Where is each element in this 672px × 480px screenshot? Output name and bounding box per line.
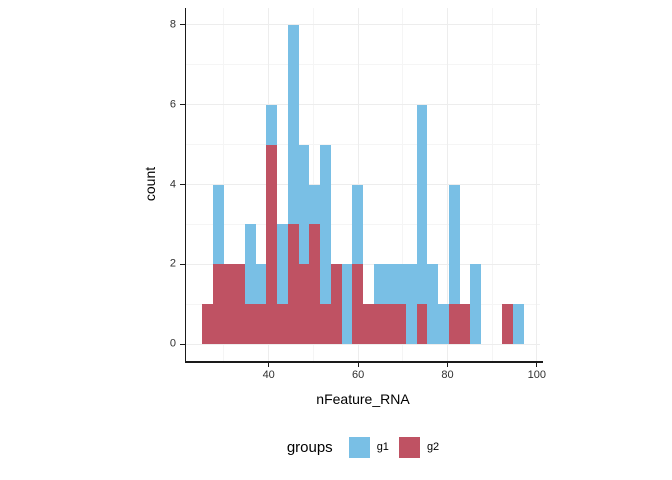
- histogram-bar-g1: [438, 304, 449, 345]
- histogram-bar-g2: [352, 264, 363, 345]
- y-axis-line: [184, 8, 186, 363]
- legend-swatch-g2: [398, 436, 420, 458]
- histogram-bar-g1: [352, 184, 363, 265]
- y-axis-title: count: [142, 166, 158, 202]
- histogram-bar-g2: [245, 304, 256, 345]
- y-tick-mark: [180, 104, 185, 106]
- y-minor-gridline: [186, 64, 540, 66]
- legend-swatch-g1: [348, 436, 370, 458]
- legend-key-g1: g1: [348, 436, 389, 458]
- histogram-bar-g2: [416, 304, 428, 345]
- histogram-bar-g1: [245, 224, 256, 305]
- histogram-bar-g2: [395, 304, 406, 345]
- x-tick-mark: [446, 362, 448, 367]
- y-minor-gridline: [186, 144, 540, 146]
- histogram-bar-g2: [448, 304, 460, 345]
- legend: groups g1 g2: [186, 433, 540, 461]
- histogram-bar-g2: [266, 144, 278, 345]
- histogram-bar-g1: [287, 24, 299, 225]
- x-axis-title: nFeature_RNA: [316, 391, 410, 407]
- y-tick-label: 4: [169, 178, 176, 190]
- x-axis-line: [184, 361, 543, 363]
- y-tick-mark: [180, 184, 185, 185]
- histogram-bar-g2: [330, 264, 342, 345]
- histogram-bar-g1: [405, 264, 417, 345]
- x-tick-mark: [536, 362, 538, 367]
- histogram-bar-g1: [427, 264, 439, 345]
- histogram-bar-g1: [470, 264, 481, 345]
- x-tick-label: 60: [351, 369, 365, 381]
- histogram-bar-g1: [212, 184, 224, 265]
- x-tick-mark: [268, 362, 270, 367]
- y-major-gridline: [186, 104, 540, 106]
- legend-title: groups: [286, 438, 333, 456]
- legend-label: g1: [376, 441, 389, 453]
- y-tick-label: 8: [169, 18, 176, 31]
- y-major-gridline: [186, 263, 540, 265]
- histogram-bar-g2: [384, 304, 396, 345]
- y-major-gridline: [186, 184, 540, 185]
- histogram-bar-g2: [373, 304, 385, 345]
- histogram-bar-g2: [223, 264, 235, 345]
- histogram-bar-g1: [513, 304, 524, 345]
- y-tick-label: 6: [169, 98, 176, 111]
- histogram-bar-g1: [320, 144, 331, 305]
- histogram-bar-g2: [502, 304, 514, 345]
- histogram-bar-g1: [373, 264, 385, 305]
- histogram-bar-g2: [309, 224, 321, 345]
- y-tick-label: 0: [169, 337, 176, 350]
- histogram-bar-g2: [298, 264, 310, 345]
- histogram-bar-g1: [448, 184, 460, 305]
- histogram-bar-g2: [212, 264, 224, 345]
- histogram-bar-g1: [266, 104, 278, 145]
- histogram-bar-g1: [309, 184, 321, 225]
- y-major-gridline: [186, 24, 540, 26]
- x-major-gridline: [536, 8, 538, 361]
- histogram-bar-g2: [320, 304, 331, 345]
- x-major-gridline: [446, 8, 448, 361]
- histogram-bar-g2: [202, 304, 213, 345]
- x-tick-label: 100: [527, 369, 547, 381]
- histogram-bar-g1: [255, 264, 267, 305]
- histogram-bar-g1: [341, 264, 353, 345]
- y-tick-mark: [180, 343, 185, 345]
- y-tick-mark: [180, 24, 185, 26]
- y-minor-gridline: [186, 223, 540, 225]
- histogram-bar-g1: [277, 224, 288, 305]
- histogram-bar-g1: [416, 104, 428, 305]
- x-tick-label: 40: [262, 369, 275, 381]
- histogram-bar-g2: [234, 264, 245, 345]
- legend-key-g2: g2: [398, 436, 440, 458]
- y-major-gridline: [186, 343, 540, 345]
- y-tick-mark: [180, 263, 185, 265]
- histogram-bar-g2: [255, 304, 267, 345]
- histogram-bar-g2: [287, 224, 299, 345]
- histogram-bar-g2: [277, 304, 288, 345]
- histogram-bar-g1: [298, 144, 310, 265]
- histogram-bar-g1: [384, 264, 396, 305]
- x-tick-mark: [357, 362, 359, 367]
- x-tick-label: 80: [441, 369, 454, 381]
- legend-label: g2: [426, 441, 440, 453]
- y-tick-label: 2: [169, 257, 176, 270]
- histogram-bar-g1: [395, 264, 406, 305]
- histogram-bar-g2: [363, 304, 374, 345]
- histogram-bar-g2: [459, 304, 471, 345]
